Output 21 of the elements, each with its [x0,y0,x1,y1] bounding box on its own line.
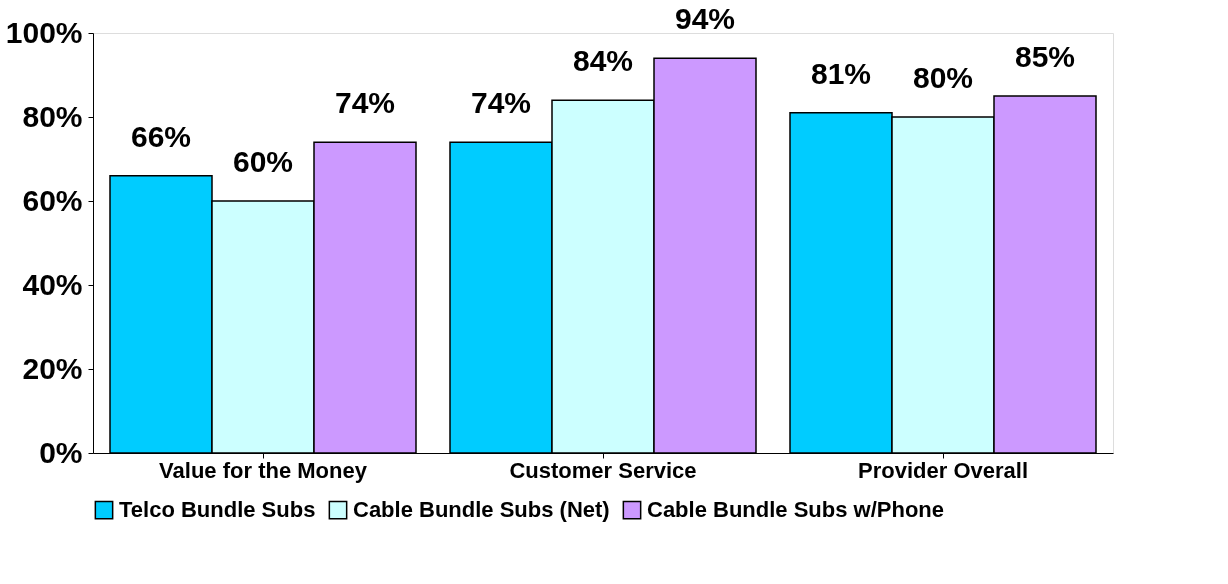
y-tick-label: 80% [22,99,83,133]
data-label: 80% [912,61,974,94]
legend-label: Cable Bundle Subs w/Phone [647,497,945,523]
data-label: 81% [810,56,872,90]
data-label: 74% [334,86,396,120]
data-label: 60% [232,145,294,178]
legend-label: Telco Bundle Subs [119,497,316,523]
y-tick-label: 100% [5,15,83,49]
data-label: 94% [674,2,736,36]
x-tick-label: Customer Service [509,457,697,483]
data-label: 84% [572,44,634,78]
x-tick-label: Provider Overall [858,457,1028,483]
data-label: 66% [130,119,192,153]
legend-label: Cable Bundle Subs (Net) [353,497,610,523]
y-tick-label: 40% [22,267,83,301]
y-tick-label: 0% [39,435,83,469]
data-label: 85% [1014,40,1076,73]
x-tick-label: Value for the Money [159,457,368,483]
y-tick-label: 60% [22,183,83,217]
data-label: 74% [470,86,532,120]
y-tick-label: 20% [22,351,83,385]
